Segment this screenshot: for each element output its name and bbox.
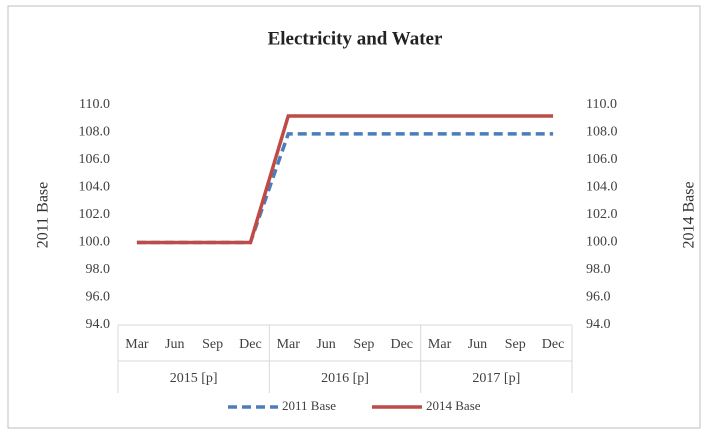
y2-axis-title: 2014 Base — [681, 181, 698, 248]
y2-tick-label: 104.0 — [586, 180, 618, 195]
x-tick-label: Dec — [542, 337, 565, 352]
y2-tick-label: 98.0 — [586, 262, 611, 277]
y2-tick-label: 94.0 — [586, 317, 611, 332]
x-tick-label: Sep — [353, 337, 374, 352]
y2-tick-label: 100.0 — [586, 235, 618, 250]
x-tick-label: Dec — [239, 337, 262, 352]
chart-border — [7, 5, 701, 429]
x-tick-label: Mar — [125, 337, 149, 352]
y-tick-label: 96.0 — [86, 290, 111, 305]
group-label: 2017 [p] — [472, 371, 520, 386]
y-tick-label: 94.0 — [86, 317, 111, 332]
x-tick-label: Jun — [468, 337, 487, 352]
x-tick-label: Dec — [390, 337, 413, 352]
x-tick-label: Mar — [277, 337, 301, 352]
group-label: 2015 [p] — [170, 371, 218, 386]
y-tick-label: 110.0 — [79, 97, 110, 112]
x-tick-label: Jun — [165, 337, 184, 352]
y-tick-label: 102.0 — [79, 207, 111, 222]
y2-tick-label: 96.0 — [586, 290, 611, 305]
x-tick-label: Sep — [505, 337, 526, 352]
chart-title: Electricity and Water — [268, 28, 443, 49]
series-line — [136, 132, 554, 245]
group-label: 2016 [p] — [321, 371, 369, 386]
y-axis-title: 2011 Base — [35, 182, 52, 249]
series-line — [136, 114, 554, 245]
x-tick-label: Sep — [202, 337, 223, 352]
legend-label: 2011 Base — [282, 398, 336, 413]
y-tick-label: 106.0 — [79, 152, 111, 167]
y-tick-label: 104.0 — [79, 180, 111, 195]
x-tick-label: Mar — [428, 337, 452, 352]
legend-label: 2014 Base — [426, 398, 481, 413]
x-tick-label: Jun — [316, 337, 335, 352]
y2-tick-label: 102.0 — [586, 207, 618, 222]
y2-tick-label: 106.0 — [586, 152, 618, 167]
y-tick-label: 98.0 — [86, 262, 111, 277]
y2-tick-label: 108.0 — [586, 125, 618, 140]
y2-tick-label: 110.0 — [586, 97, 617, 112]
y-tick-label: 100.0 — [79, 235, 111, 250]
y-tick-label: 108.0 — [79, 125, 111, 140]
